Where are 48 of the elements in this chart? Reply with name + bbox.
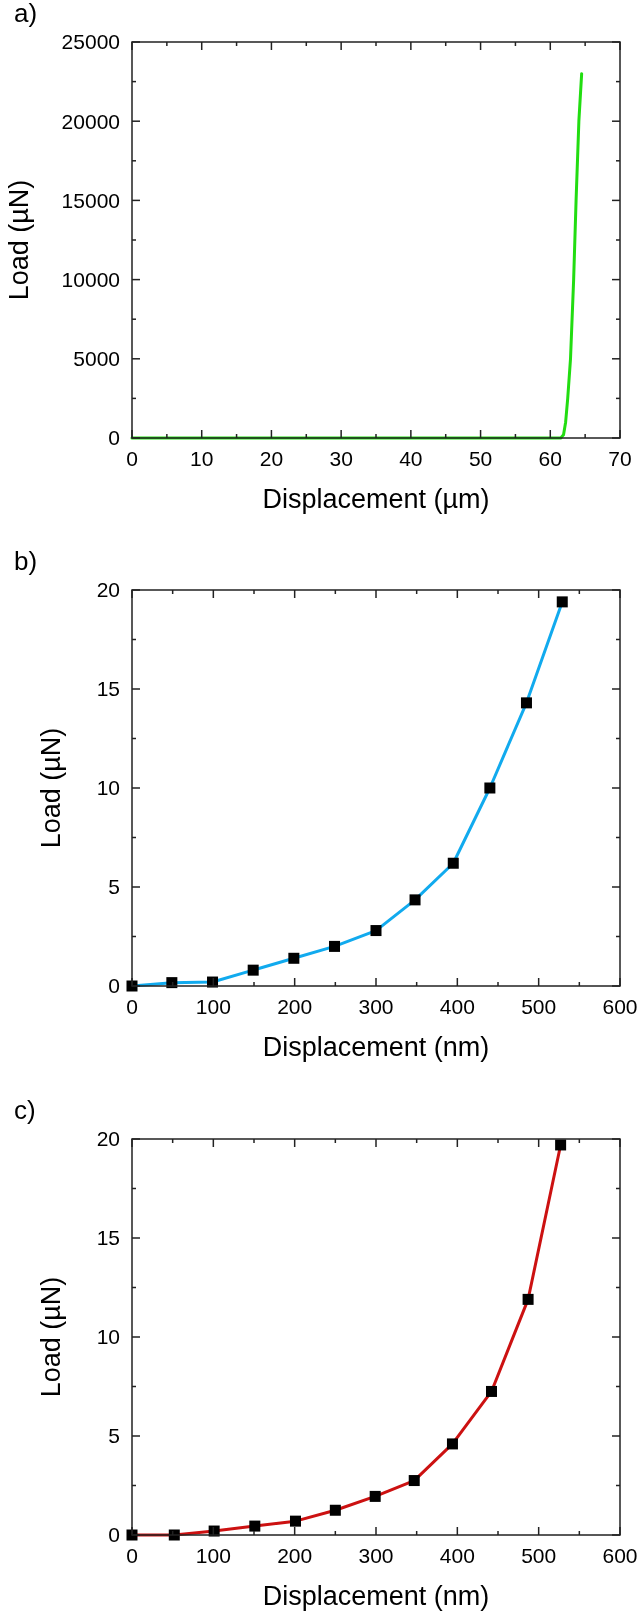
x-tick-label: 300 (358, 1544, 394, 1567)
x-tick-label: 100 (195, 1544, 231, 1567)
y-tick-label: 25000 (61, 30, 120, 54)
x-tick-label: 600 (602, 1544, 638, 1567)
y-tick-label: 20000 (61, 109, 120, 133)
x-tick-label: 60 (538, 447, 562, 470)
x-axis-title: Displacement (µm) (262, 484, 490, 514)
x-tick-label: 400 (439, 1544, 475, 1567)
x-tick-label: 400 (439, 995, 475, 1018)
y-tick-label: 10 (96, 1325, 120, 1349)
y-axis-title: Load (µN) (36, 1276, 66, 1398)
y-tick-label: 5000 (73, 347, 120, 371)
y-tick-label: 5 (108, 1424, 120, 1448)
y-axis-title: Load (µN) (4, 179, 34, 301)
chart-title: b) (14, 546, 38, 576)
x-tick-label: 70 (608, 447, 632, 470)
x-tick-label: 10 (190, 447, 214, 470)
x-tick-label: 0 (126, 1544, 138, 1567)
y-tick-label: 10000 (61, 267, 120, 291)
chart-title: c) (14, 1095, 36, 1125)
line-series (130, 72, 584, 440)
y-tick-label: 10 (96, 776, 120, 800)
y-tick-label: 20 (96, 1127, 120, 1151)
x-axis-title: Displacement (nm) (262, 1032, 490, 1062)
x-tick-label: 200 (277, 1544, 313, 1567)
x-tick-label: 0 (126, 995, 138, 1018)
y-tick-label: 0 (108, 426, 120, 450)
y-tick-label: 0 (108, 1523, 120, 1547)
x-tick-label: 100 (195, 995, 231, 1018)
x-tick-label: 40 (399, 447, 423, 470)
x-tick-label: 200 (277, 995, 313, 1018)
x-tick-label: 500 (521, 995, 557, 1018)
y-tick-label: 15 (96, 677, 120, 701)
x-tick-label: 50 (468, 447, 493, 470)
x-tick-label: 30 (329, 447, 353, 470)
y-tick-label: 15 (96, 1226, 120, 1250)
x-tick-label: 500 (521, 1544, 557, 1567)
y-tick-label: 0 (108, 974, 120, 998)
y-axis-title: Load (µN) (36, 727, 66, 849)
x-tick-label: 20 (259, 447, 284, 470)
y-tick-label: 15000 (61, 188, 120, 212)
x-tick-label: 600 (602, 995, 638, 1018)
x-tick-label: 0 (126, 447, 138, 470)
y-tick-label: 20 (96, 578, 120, 602)
x-tick-label: 300 (358, 995, 394, 1018)
x-axis-title: Displacement (nm) (262, 1581, 490, 1611)
chart-title: a) (14, 0, 38, 28)
y-tick-label: 5 (108, 875, 120, 899)
